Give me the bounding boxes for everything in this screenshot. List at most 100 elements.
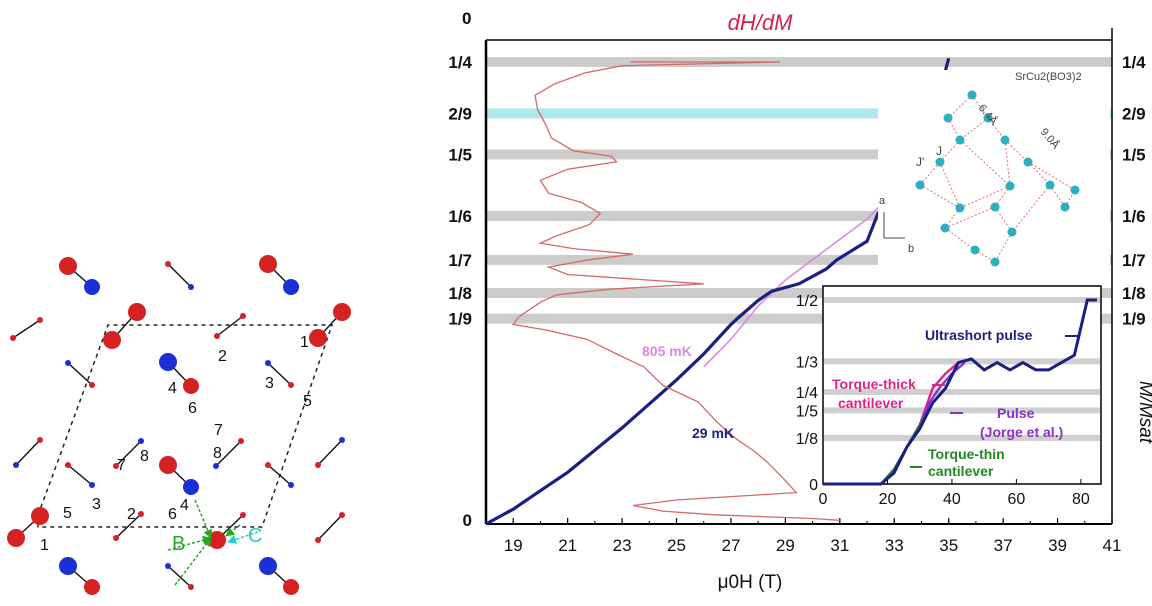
inset-plateau-band	[824, 407, 1100, 414]
site-label: 2	[127, 506, 136, 523]
inset-cu-site	[955, 203, 965, 213]
copper-site	[103, 331, 121, 349]
dimer	[103, 303, 146, 349]
inset-axis-a-label: a	[879, 195, 886, 207]
dimer-bond	[317, 514, 343, 541]
copper-site	[183, 378, 199, 394]
copper-site	[214, 333, 220, 339]
copper-site	[315, 537, 321, 543]
dimer	[10, 317, 43, 341]
copper-site	[283, 279, 299, 295]
inset-bond	[959, 185, 1011, 209]
dimer-bond	[15, 439, 41, 466]
copper-site	[315, 462, 321, 468]
inset-bond	[994, 231, 1013, 263]
site-label: 4	[168, 380, 177, 397]
dimer	[265, 360, 294, 388]
dimer	[65, 462, 95, 488]
copper-site	[89, 482, 95, 488]
dimer	[7, 507, 49, 547]
dimer	[259, 255, 299, 295]
copper-site	[113, 535, 119, 541]
inset-bond	[987, 117, 1006, 141]
plateau-band	[486, 108, 1112, 119]
copper-site	[37, 317, 43, 323]
dimer-bond	[317, 439, 343, 466]
dimer	[159, 456, 199, 495]
inset-cu-site	[1070, 185, 1080, 195]
unit-cell-outline	[37, 324, 334, 528]
inset-bond	[1027, 161, 1076, 191]
copper-site	[288, 482, 294, 488]
plateau-band	[486, 210, 1112, 221]
inset-legend-torque-thin: Torque-thin	[928, 446, 1005, 462]
x-tick-label: 41	[1103, 536, 1122, 555]
dimer-bond	[115, 513, 142, 539]
inset-x-tick-label: 80	[1072, 491, 1090, 508]
dimer	[59, 257, 100, 295]
site-label: 8	[213, 445, 222, 462]
dimer-bond	[67, 362, 93, 386]
copper-site	[183, 479, 199, 495]
inset-cu-site	[967, 90, 977, 100]
copper-site	[159, 456, 177, 474]
site-label: 5	[63, 505, 72, 522]
inset-cu-site	[990, 257, 1000, 267]
site-label: 1	[40, 537, 49, 554]
inset-bond	[939, 139, 961, 163]
copper-site	[159, 353, 177, 371]
copper-site	[89, 382, 95, 388]
inset-cu-site	[1023, 157, 1033, 167]
y-axis-label-right: M/Msat	[1135, 381, 1152, 444]
plateau-band	[486, 313, 1112, 324]
y-tick-label-right: 1/8	[1122, 284, 1146, 303]
x-tick-label: 19	[504, 536, 523, 555]
copper-site	[240, 313, 246, 319]
site-label: 5	[303, 393, 312, 410]
x-tick-label: 25	[667, 536, 686, 555]
inset-legend-cantilever-1: cantilever	[838, 395, 904, 411]
site-label: 7	[117, 457, 126, 474]
inset-x-tick-label: 0	[819, 491, 828, 508]
copper-site	[84, 279, 100, 295]
inset-x-tick-label: 20	[879, 491, 897, 508]
inset-plateau-band	[824, 389, 1100, 395]
copper-site	[339, 437, 345, 443]
inset-x-tick-label: 60	[1008, 491, 1026, 508]
inset-y-tick-label: 1/2	[796, 293, 818, 310]
inset-cu-site	[943, 113, 953, 123]
y-tick-label-right: 1/6	[1122, 207, 1146, 226]
copper-site	[113, 463, 119, 469]
copper-site	[240, 512, 246, 518]
inset-cu-site	[1045, 180, 1055, 190]
inset-y-tick-label: 1/3	[796, 354, 818, 371]
dimer-bond	[216, 315, 244, 337]
inset-jp-label: J'	[916, 155, 924, 169]
inset-bond	[944, 206, 996, 229]
inset-bond	[919, 161, 941, 186]
x-tick-label: 37	[994, 536, 1013, 555]
y-tick-label-right: 1/7	[1122, 251, 1146, 270]
inset-legend-torque-thick: Torque-thick	[832, 376, 916, 392]
dimer	[13, 437, 43, 468]
y-tick-label-left: 1/8	[448, 284, 472, 303]
dimer-bond	[215, 440, 242, 467]
inset-legend-pulse: Pulse	[997, 405, 1035, 421]
interaction-arrow-b	[194, 499, 213, 539]
copper-site	[65, 360, 71, 366]
copper-site	[188, 584, 194, 590]
dimer-bond	[12, 319, 41, 339]
inset-cu-site	[1000, 135, 1010, 145]
copper-site	[128, 303, 146, 321]
site-label: 7	[214, 422, 223, 439]
dimer	[315, 437, 345, 468]
y-top-label: 0	[462, 9, 471, 28]
x-tick-label: 33	[885, 536, 904, 555]
copper-site	[238, 438, 244, 444]
plateau-band	[486, 149, 1112, 160]
inset-legend-ultrashort: Ultrashort pulse	[925, 327, 1033, 343]
copper-site	[59, 557, 77, 575]
site-label: 4	[180, 497, 189, 514]
